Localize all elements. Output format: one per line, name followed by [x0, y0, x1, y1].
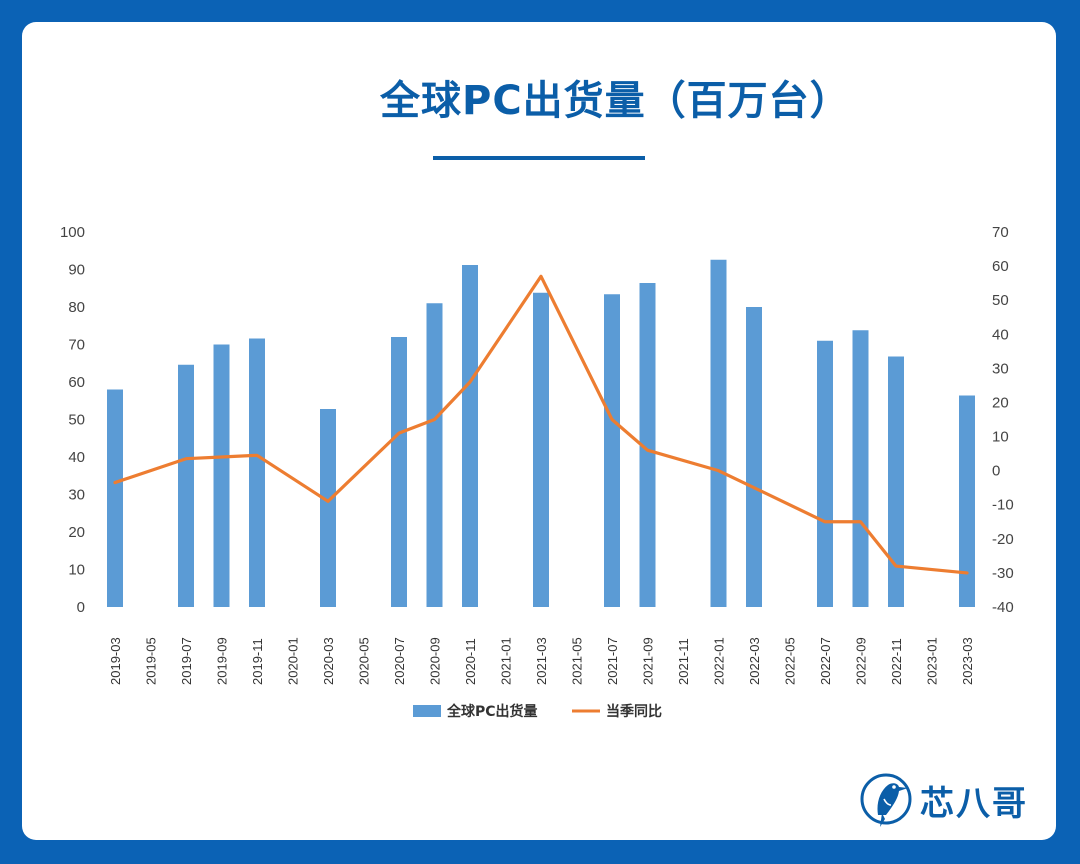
y-left-tick-label: 0	[77, 599, 85, 616]
bar	[320, 409, 336, 607]
bar	[888, 356, 904, 607]
x-tick-label: 2019-05	[144, 637, 159, 685]
x-tick-label: 2021-11	[676, 638, 691, 685]
y-left-tick-label: 70	[68, 337, 85, 354]
x-tick-label: 2022-03	[747, 637, 762, 685]
x-tick-label: 2019-11	[250, 638, 265, 685]
y-right-tick-label: 0	[992, 463, 1000, 480]
x-tick-label: 2021-03	[534, 637, 549, 685]
y-right-tick-label: 50	[992, 292, 1009, 309]
x-tick-label: 2020-05	[357, 637, 372, 685]
y-right-tick-label: 40	[992, 326, 1009, 343]
legend-line-label: 当季同比	[606, 703, 662, 720]
yoy-line	[113, 274, 969, 575]
y-left-tick-label: 30	[68, 487, 85, 504]
bar	[213, 344, 230, 607]
x-tick-label: 2021-01	[499, 637, 514, 685]
x-tick-label: 2021-05	[570, 637, 585, 685]
legend-bar-label: 全球PC出货量	[446, 703, 538, 720]
legend-bar-swatch	[413, 705, 441, 717]
y-right-tick-label: -10	[992, 497, 1014, 514]
x-tick-label: 2022-05	[783, 637, 798, 685]
x-tick-label: 2020-07	[392, 637, 407, 685]
x-tick-label: 2021-07	[605, 637, 620, 685]
brand-name: 芯八哥	[920, 783, 1028, 824]
y-right-tick-label: 10	[992, 429, 1009, 446]
x-tick-label: 2022-09	[854, 637, 869, 685]
x-tick-label: 2023-01	[925, 637, 940, 685]
kingfisher-bird-icon	[860, 773, 912, 827]
bar	[710, 259, 727, 607]
x-tick-label: 2020-01	[286, 637, 301, 685]
bar	[426, 303, 443, 607]
bar	[852, 330, 869, 607]
x-tick-label: 2020-03	[321, 637, 336, 685]
x-tick-label: 2019-03	[108, 637, 123, 685]
chart-title: 全球PC出货量（百万台）	[380, 78, 851, 124]
y-right-tick-label: 20	[992, 394, 1009, 411]
x-tick-label: 2023-03	[960, 637, 975, 685]
bar	[249, 338, 265, 607]
bar	[959, 395, 975, 607]
y-right-tick-label: -40	[992, 599, 1014, 616]
y-right-tick-label: 70	[992, 224, 1009, 241]
y-left-tick-label: 100	[60, 224, 85, 241]
y-left-tick-label: 20	[68, 524, 85, 541]
y-right-tick-label: 30	[992, 360, 1009, 377]
y-left-tick-label: 10	[68, 562, 85, 579]
bar	[462, 265, 478, 607]
x-tick-label: 2022-01	[712, 637, 727, 685]
y-left-tick-label: 90	[68, 262, 85, 279]
bar	[604, 294, 620, 607]
bar	[107, 389, 123, 607]
x-tick-label: 2020-09	[428, 637, 443, 685]
bar	[533, 292, 549, 607]
title-underline	[433, 156, 645, 160]
bar	[817, 340, 833, 607]
bar	[391, 337, 407, 607]
y-left-tick-label: 60	[68, 374, 85, 391]
bar	[639, 283, 656, 607]
x-tick-label: 2019-09	[215, 637, 230, 685]
y-left-tick-label: 80	[68, 299, 85, 316]
y-right-tick-label: 60	[992, 258, 1009, 275]
y-right-tick-label: -20	[992, 531, 1014, 548]
brand-logo: 芯八哥	[858, 768, 1028, 832]
y-left-tick-label: 50	[68, 412, 85, 429]
y-left-tick-label: 40	[68, 449, 85, 466]
x-tick-label: 2021-09	[641, 637, 656, 685]
bar	[178, 364, 194, 607]
x-tick-label: 2022-11	[889, 638, 904, 685]
x-tick-label: 2020-11	[463, 638, 478, 685]
y-right-tick-label: -30	[992, 565, 1014, 582]
x-tick-label: 2019-07	[179, 637, 194, 685]
bar	[746, 307, 762, 607]
x-tick-label: 2022-07	[818, 637, 833, 685]
